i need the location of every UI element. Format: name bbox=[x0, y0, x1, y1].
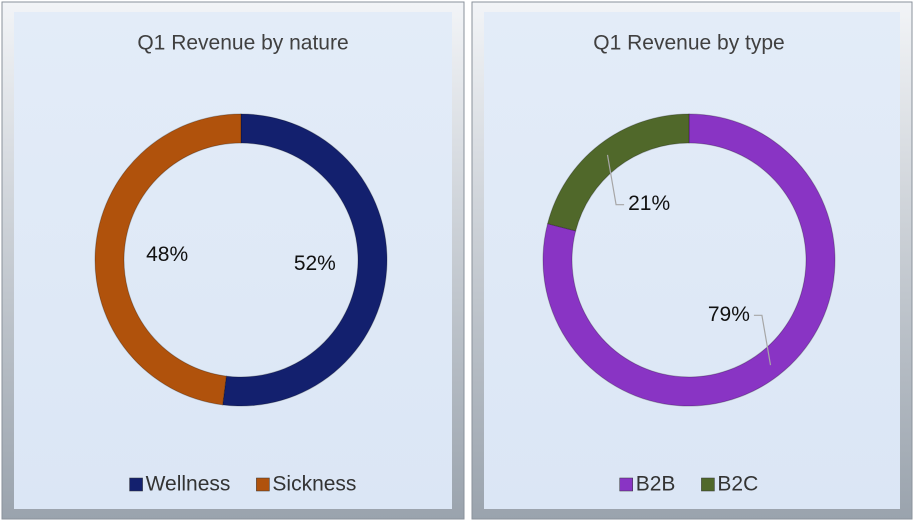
data-label: 52% bbox=[294, 252, 336, 275]
leader-line bbox=[606, 154, 625, 206]
legend-label: Sickness bbox=[272, 473, 356, 496]
donut-segment bbox=[222, 113, 388, 407]
legend: Wellness Sickness bbox=[129, 473, 356, 496]
legend-swatch bbox=[256, 477, 270, 492]
leader-line bbox=[753, 314, 772, 366]
donut-segment bbox=[542, 113, 836, 407]
chart-panel: Q1 Revenue by type 79% 21% B2B B2C bbox=[471, 1, 913, 520]
donut-segment bbox=[94, 113, 242, 406]
legend-swatch bbox=[619, 477, 633, 492]
legend-label: Wellness bbox=[146, 473, 231, 496]
legend: B2B B2C bbox=[619, 473, 758, 496]
chart-title: Q1 Revenue by type bbox=[593, 32, 784, 55]
donut-segment bbox=[546, 113, 690, 232]
legend-swatch bbox=[701, 477, 715, 492]
legend-swatch bbox=[129, 477, 143, 492]
legend-label: B2C bbox=[717, 473, 758, 496]
data-label: 79% bbox=[708, 303, 750, 326]
chart-panel: Q1 Revenue by nature 52% 48% Wellness Sickne… bbox=[1, 1, 465, 520]
data-label: 48% bbox=[146, 243, 188, 266]
chart-title: Q1 Revenue by nature bbox=[137, 32, 348, 55]
data-label: 21% bbox=[628, 192, 670, 215]
legend-label: B2B bbox=[636, 473, 676, 496]
